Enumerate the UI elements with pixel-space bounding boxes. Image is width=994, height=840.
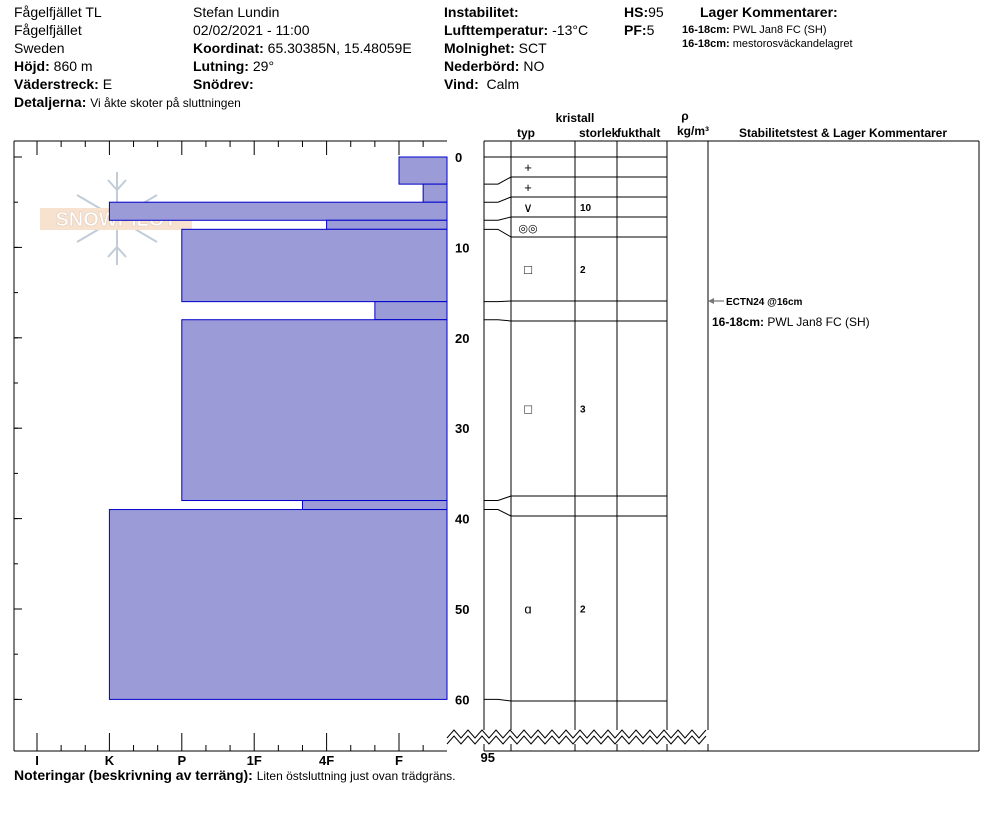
grain-type-symbol: □ (524, 402, 532, 417)
air-temperature: Lufttemperatur: -13°C (444, 22, 589, 38)
hardness-tick-label: I (35, 753, 39, 768)
layer-connector (484, 228, 512, 238)
instability: Instabilitet: (444, 4, 519, 20)
hardness-layer-bar (398, 156, 448, 185)
layer-connector (484, 196, 512, 203)
hardness-layer-bar (301, 500, 448, 511)
snow-height: HS:95 (624, 4, 664, 20)
axis-break (444, 730, 710, 744)
grain-type-symbol: + (524, 160, 532, 175)
layer-connector (484, 509, 512, 517)
slope: Lutning: 29° (193, 58, 275, 74)
depth-tick-label: 30 (455, 421, 469, 436)
details: Detaljerna: Vi åkte skoter på sluttninge… (14, 94, 241, 110)
header-density: kg/m³ (677, 124, 709, 138)
depth-tick-label: 10 (455, 240, 469, 255)
depth-bottom-label: 95 (481, 750, 495, 765)
depth-tick-label: 50 (455, 602, 469, 617)
grain-size: 3 (580, 405, 586, 416)
depth-tick-label: 20 (455, 331, 469, 346)
layer-connector (484, 176, 512, 185)
header-crystal: kristall (556, 111, 595, 125)
hardness-tick-label: K (105, 753, 115, 768)
notes: Noteringar (beskrivning av terräng): Lit… (14, 767, 456, 783)
layer-comments-title: Lager Kommentarer: (700, 4, 838, 20)
hardness-tick-label: P (177, 753, 186, 768)
grain-size: 10 (580, 203, 592, 214)
header-size: storlek (579, 126, 619, 140)
arrow-icon (708, 298, 714, 304)
area-name: Fågelfjället (14, 22, 82, 38)
elevation: Höjd: 860 m (14, 58, 93, 74)
observer: Stefan Lundin (193, 4, 280, 20)
hardness-layer-bar (326, 219, 448, 230)
hardness-layer-bar (422, 183, 448, 203)
wind: Vind: Calm (444, 76, 520, 92)
grain-size: 2 (580, 265, 586, 276)
layer-comment: 16-18cm: mestorosväckandelagret (682, 38, 853, 50)
hardness-layer-bar (181, 319, 448, 502)
header-comments: Stabilitetstest & Lager Kommentarer (739, 126, 947, 140)
layer-connector (484, 319, 512, 322)
grain-type-symbol: ɑ (524, 602, 531, 617)
grain-type-symbol: ◎◎ (518, 223, 537, 235)
hardness-layer-bar (374, 301, 448, 321)
aspect: Väderstreck: E (14, 76, 113, 92)
hardness-layer-bar (108, 201, 448, 221)
coordinates: Koordinat: 65.30385N, 15.48059E (193, 40, 412, 56)
header-type: typ (517, 126, 535, 140)
cloud-cover: Molnighet: SCT (444, 40, 547, 56)
layer-connector (484, 216, 512, 221)
depth-tick-label: 0 (455, 150, 462, 165)
hardness-layer-bar (108, 509, 448, 700)
profile-comment: 16-18cm: PWL Jan8 FC (SH) (712, 315, 870, 329)
axis-break-zigzag (446, 735, 707, 745)
grain-type-symbol: ∨ (523, 200, 533, 215)
site-name: Fågelfjället TL (14, 4, 102, 20)
country: Sweden (14, 40, 65, 56)
wind-drift: Snödrev: (193, 76, 254, 92)
layer-comment: 16-18cm: PWL Jan8 FC (SH) (682, 24, 827, 36)
grain-size: 2 (580, 605, 586, 616)
datetime: 02/02/2021 - 11:00 (193, 22, 310, 38)
foot-penetration: PF:5 (624, 22, 655, 38)
grain-type-symbol: □ (524, 262, 532, 277)
grain-type-symbol: + (524, 180, 532, 195)
layer-connector (484, 300, 512, 303)
depth-tick-label: 40 (455, 512, 469, 527)
depth-tick-label: 60 (455, 692, 469, 707)
layer-connector (484, 495, 512, 502)
hardness-layer-bar (181, 228, 448, 303)
header-rho: ρ (681, 109, 688, 123)
axis-break-zigzag (446, 729, 707, 739)
stability-test-label: ECTN24 @16cm (726, 297, 803, 308)
hardness-tick-label: F (395, 753, 403, 768)
layer-connector (484, 698, 512, 702)
hardness-tick-label: 1F (247, 753, 262, 768)
precipitation: Nederbörd: NO (444, 58, 545, 74)
header-moisture: fukthalt (617, 126, 660, 140)
hardness-tick-label: 4F (319, 753, 334, 768)
stability-test-marker: ECTN24 @16cm (708, 297, 803, 308)
